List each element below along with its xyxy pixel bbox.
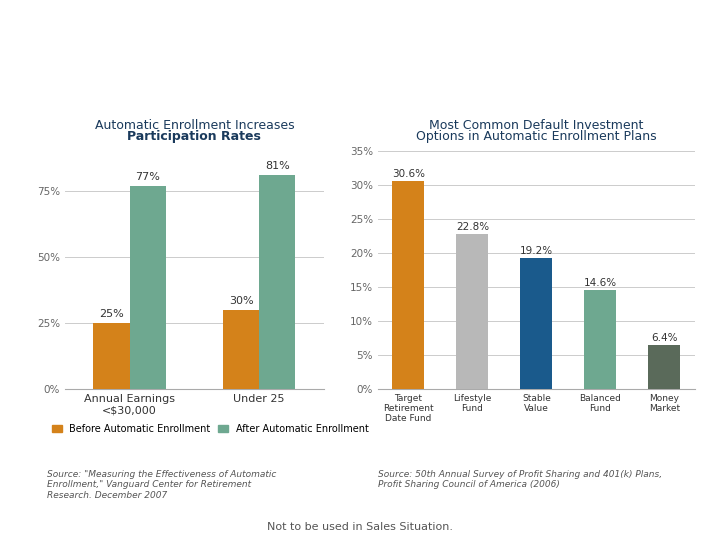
- Text: 81%: 81%: [265, 161, 289, 171]
- Text: Source: 50th Annual Survey of Profit Sharing and 401(k) Plans,
Profit Sharing Co: Source: 50th Annual Survey of Profit Sha…: [378, 470, 662, 489]
- Legend: Before Automatic Enrollment, After Automatic Enrollment: Before Automatic Enrollment, After Autom…: [48, 420, 373, 438]
- Text: Most Common Default Investment: Most Common Default Investment: [429, 119, 644, 132]
- Text: 22.8%: 22.8%: [456, 222, 489, 232]
- Text: Source: "Measuring the Effectiveness of Automatic
Enrollment," Vanguard Center f: Source: "Measuring the Effectiveness of …: [47, 470, 276, 500]
- Bar: [392, 181, 424, 389]
- Bar: [94, 323, 130, 389]
- Text: 25%: 25%: [99, 309, 124, 319]
- Bar: [585, 289, 616, 389]
- Text: 14.6%: 14.6%: [584, 278, 617, 288]
- Text: 6.4%: 6.4%: [651, 333, 678, 343]
- Bar: [223, 309, 259, 389]
- Text: Can Plan Design Affect Participation?: Can Plan Design Affect Participation?: [47, 59, 560, 87]
- Text: Automatic Enrollment Increases: Automatic Enrollment Increases: [94, 119, 294, 132]
- Bar: [259, 175, 295, 389]
- Bar: [521, 259, 552, 389]
- Text: Options in Automatic Enrollment Plans: Options in Automatic Enrollment Plans: [416, 130, 657, 143]
- Text: 19.2%: 19.2%: [520, 246, 553, 256]
- Bar: [649, 346, 680, 389]
- Bar: [130, 186, 166, 389]
- Bar: [456, 234, 488, 389]
- Text: Participation Rates: Participation Rates: [127, 130, 261, 143]
- Text: 30.6%: 30.6%: [392, 169, 425, 179]
- Text: 77%: 77%: [135, 172, 160, 181]
- Text: Not to be used in Sales Situation.: Not to be used in Sales Situation.: [267, 522, 453, 532]
- Text: 30%: 30%: [229, 295, 253, 306]
